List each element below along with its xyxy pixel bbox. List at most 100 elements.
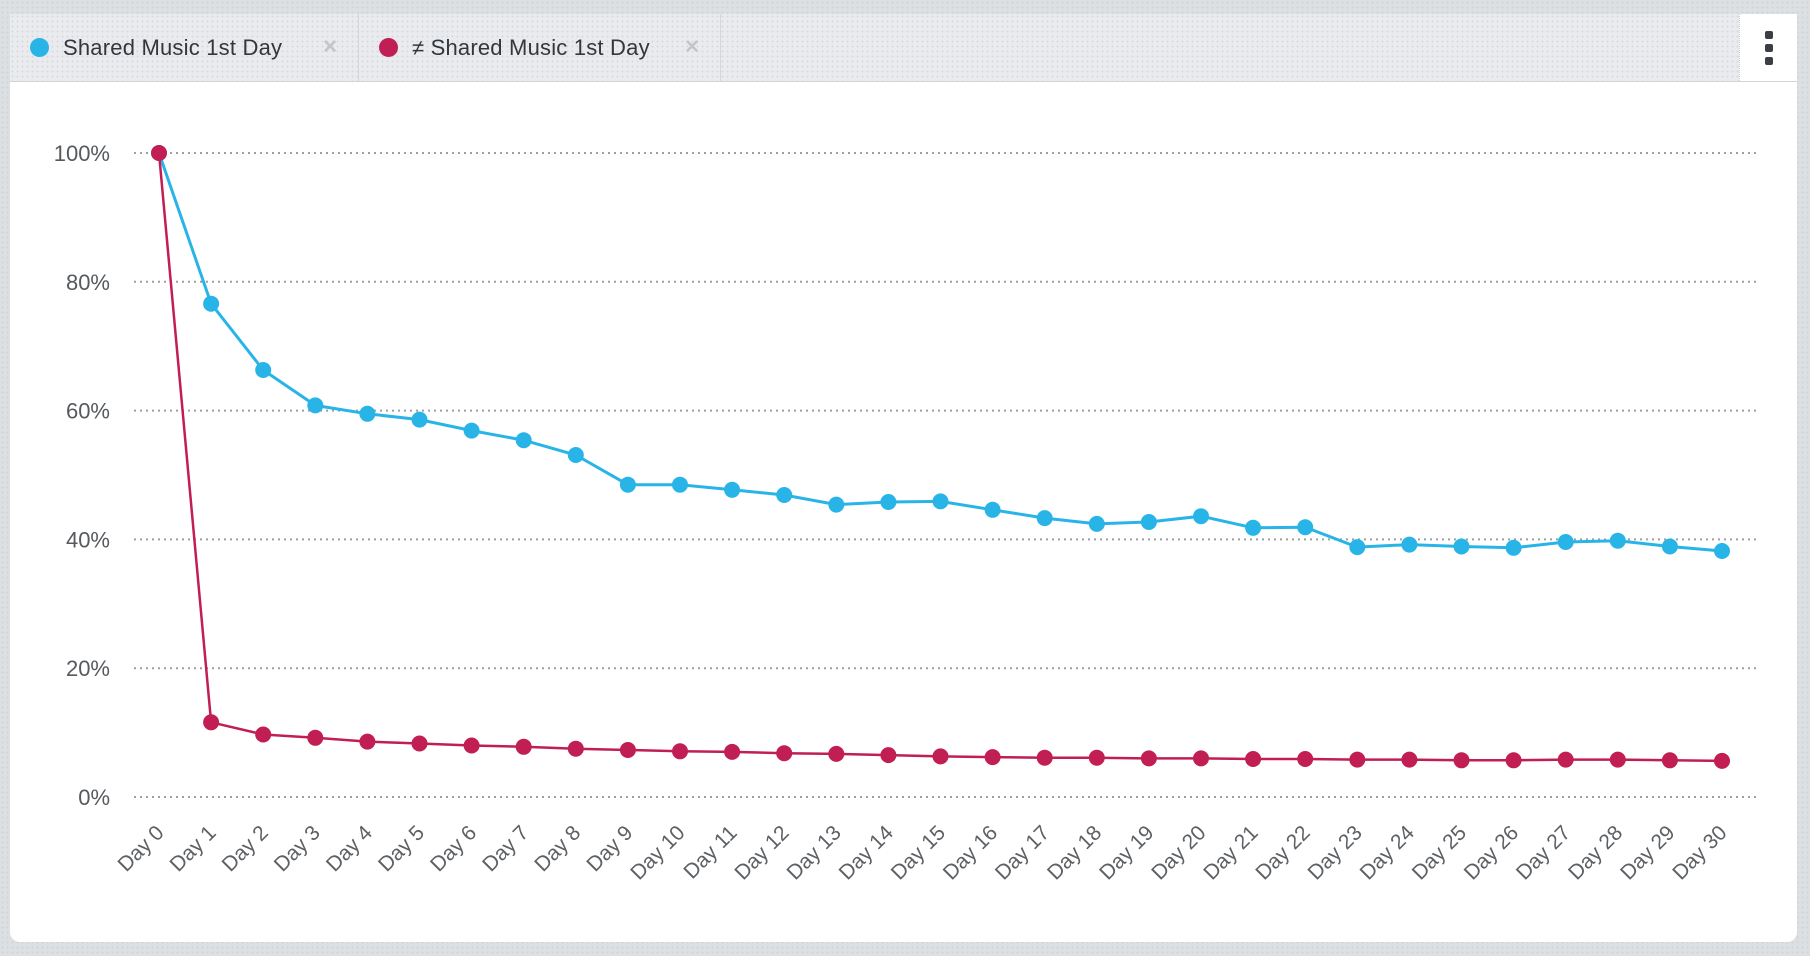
x-tick-label: Day 29: [1616, 821, 1679, 884]
x-tick-label: Day 16: [939, 821, 1002, 884]
x-tick-label: Day 25: [1408, 821, 1471, 884]
series-color-dot-blue: [30, 38, 49, 57]
data-point[interactable]: [724, 743, 741, 760]
data-point[interactable]: [1714, 752, 1730, 769]
tab-label: ≠ Shared Music 1st Day: [412, 34, 650, 60]
kebab-menu-icon: [1764, 30, 1773, 39]
close-icon[interactable]: ✕: [322, 37, 338, 58]
data-point[interactable]: [1401, 751, 1418, 768]
data-point[interactable]: [1505, 539, 1522, 556]
data-point[interactable]: [984, 749, 1001, 766]
data-point[interactable]: [567, 447, 584, 463]
series-color-dot-red: [379, 38, 398, 57]
x-tick-label: Day 6: [426, 821, 481, 876]
data-point[interactable]: [619, 476, 636, 493]
data-point[interactable]: [724, 481, 741, 498]
tab-bar-empty-area: [721, 14, 1739, 81]
data-point[interactable]: [880, 494, 897, 510]
x-tick-label: Day 14: [835, 821, 899, 885]
data-point[interactable]: [255, 362, 272, 378]
data-point[interactable]: [203, 714, 220, 731]
data-point[interactable]: [1714, 543, 1730, 559]
kebab-menu-icon: [1764, 56, 1773, 65]
x-tick-label: Day 15: [887, 821, 950, 884]
data-point[interactable]: [307, 397, 324, 414]
data-point[interactable]: [1453, 538, 1470, 555]
y-tick-label: 80%: [66, 270, 110, 295]
data-point[interactable]: [776, 745, 793, 762]
data-point[interactable]: [411, 735, 428, 752]
x-tick-label: Day 12: [730, 821, 793, 884]
data-point[interactable]: [515, 432, 532, 449]
x-tick-label: Day 0: [113, 821, 168, 876]
data-point[interactable]: [1661, 752, 1678, 769]
data-point[interactable]: [411, 411, 428, 428]
tab-not-shared-music-1st-day[interactable]: ≠ Shared Music 1st Day ✕: [359, 14, 721, 81]
data-point[interactable]: [515, 738, 532, 755]
data-point[interactable]: [1140, 514, 1157, 530]
grid: [134, 152, 1757, 798]
data-point[interactable]: [619, 742, 636, 758]
data-point[interactable]: [1401, 536, 1418, 553]
chart-card: 0% 20% 40% 60% 80% 100% Day 0 Day 1 Day 2 Day 3 Da…: [10, 82, 1797, 942]
data-point[interactable]: [1349, 539, 1366, 556]
data-point[interactable]: [828, 496, 845, 513]
data-point[interactable]: [151, 145, 167, 161]
x-tick-label: Day 20: [1147, 821, 1210, 884]
x-tick-label: Day 23: [1304, 821, 1367, 884]
x-tick-label: Day 7: [478, 821, 533, 876]
data-point[interactable]: [255, 726, 272, 743]
x-tick-label: Day 22: [1251, 821, 1314, 884]
data-point[interactable]: [1088, 515, 1105, 532]
data-point[interactable]: [463, 422, 480, 439]
data-point[interactable]: [1245, 751, 1262, 767]
data-point[interactable]: [1609, 532, 1626, 549]
data-point[interactable]: [984, 501, 1001, 518]
data-point[interactable]: [1453, 752, 1470, 769]
data-point[interactable]: [1036, 510, 1053, 527]
data-point[interactable]: [567, 740, 584, 757]
data-point[interactable]: [1245, 519, 1262, 536]
data-point[interactable]: [1557, 751, 1574, 768]
data-point[interactable]: [307, 729, 324, 746]
data-point[interactable]: [1140, 750, 1157, 767]
data-point[interactable]: [1557, 534, 1574, 550]
data-point[interactable]: [359, 405, 376, 422]
tab-shared-music-1st-day[interactable]: Shared Music 1st Day ✕: [10, 14, 359, 81]
data-point[interactable]: [359, 733, 376, 750]
data-point[interactable]: [463, 737, 480, 754]
data-point[interactable]: [932, 748, 949, 765]
x-tick-label: Day 3: [270, 821, 325, 876]
x-tick-label: Day 19: [1095, 821, 1158, 884]
data-point[interactable]: [1609, 751, 1626, 768]
data-point[interactable]: [932, 493, 949, 510]
series-1[interactable]: [151, 145, 1730, 769]
data-point[interactable]: [1297, 751, 1314, 767]
y-tick-label: 60%: [66, 399, 110, 424]
x-tick-label: Day 30: [1668, 821, 1731, 884]
x-tick-label: Day 1: [166, 821, 221, 876]
data-point[interactable]: [776, 487, 793, 503]
data-point[interactable]: [1349, 751, 1366, 768]
more-options-button[interactable]: [1739, 14, 1797, 81]
data-point[interactable]: [672, 743, 688, 760]
data-point[interactable]: [203, 295, 220, 312]
x-tick-label: Day 4: [322, 821, 377, 876]
data-point[interactable]: [1193, 508, 1209, 525]
data-point[interactable]: [1661, 538, 1678, 555]
y-axis-labels: 0% 20% 40% 60% 80% 100%: [54, 141, 110, 810]
data-point[interactable]: [1297, 519, 1314, 536]
data-point[interactable]: [828, 745, 845, 762]
data-point[interactable]: [1036, 749, 1053, 766]
x-tick-label: Day 27: [1512, 821, 1575, 884]
data-point[interactable]: [1193, 750, 1209, 767]
data-point[interactable]: [1505, 752, 1522, 769]
data-point[interactable]: [1088, 749, 1105, 766]
data-point[interactable]: [880, 747, 897, 764]
data-point[interactable]: [672, 476, 688, 493]
series-0[interactable]: [151, 145, 1730, 559]
close-icon[interactable]: ✕: [684, 37, 700, 58]
y-tick-label: 20%: [66, 656, 110, 681]
